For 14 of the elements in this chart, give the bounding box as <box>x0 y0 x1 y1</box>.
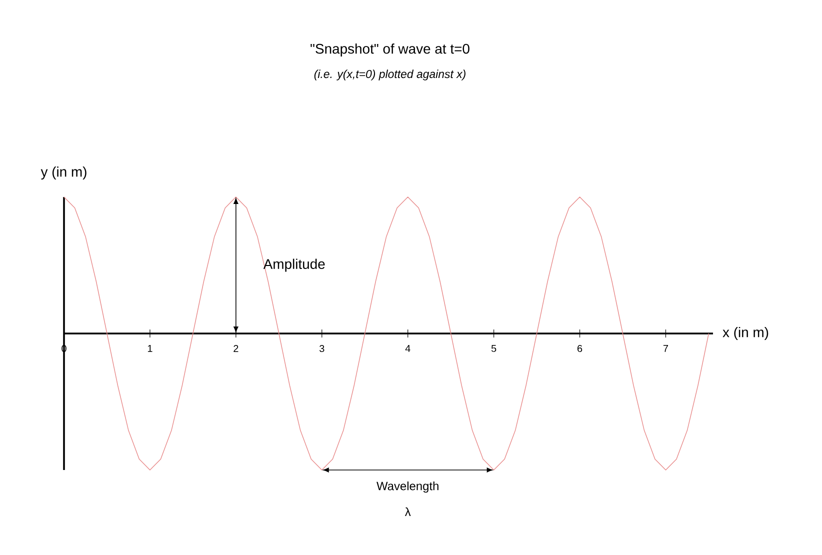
x-tick-label: 7 <box>663 344 668 352</box>
annotation: Amplitude <box>263 258 325 272</box>
x-tick-label: 6 <box>577 344 582 352</box>
x-tick-label: 1 <box>148 344 152 352</box>
x-tick-label: 5 <box>491 344 496 352</box>
x-tick-label: 4 <box>405 344 410 352</box>
chart-subtitle: (i.e. y(x,t=0) plotted against x) <box>314 70 466 80</box>
chart-title: "Snapshot" of wave at t=0 <box>310 43 470 56</box>
text: Wavelength <box>376 481 438 493</box>
x-axis-title: x (in m) <box>722 327 768 340</box>
x-tick-label: 2 <box>234 344 238 352</box>
text: λ <box>404 507 411 516</box>
y-axis-title: y (in m) <box>40 166 86 180</box>
x-tick-label: 3 <box>319 344 324 352</box>
